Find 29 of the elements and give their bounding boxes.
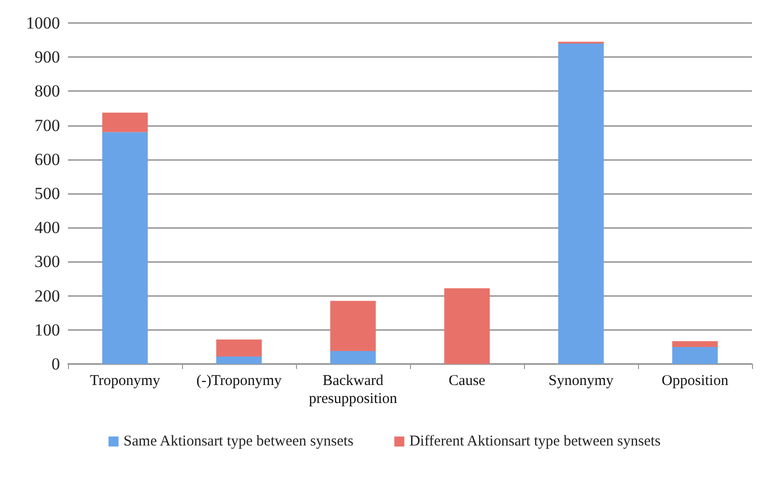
bar [558, 43, 604, 364]
y-tick-label: 800 [34, 82, 60, 101]
x-tick-label: Synonymy [548, 373, 614, 389]
bar [330, 351, 376, 364]
y-tick-label: 500 [34, 184, 60, 203]
y-tick-label: 900 [34, 48, 60, 67]
x-tick-label: (-)Troponymy [196, 373, 282, 389]
bar [216, 339, 262, 356]
x-tick-label: Backward presupposition [308, 373, 398, 407]
bar [102, 132, 148, 364]
y-tick-label: 600 [34, 150, 60, 169]
bar [672, 341, 718, 347]
bar [102, 112, 148, 132]
y-tick-label: 700 [34, 116, 60, 135]
bar [216, 356, 262, 364]
x-tick-label: Troponymy [90, 373, 161, 389]
y-tick-label: 400 [34, 218, 60, 238]
y-tick-label: 200 [34, 286, 60, 306]
y-tick-label: 1000 [26, 14, 60, 32]
y-tick-label: 100 [34, 320, 60, 340]
bar [672, 346, 718, 364]
legend-label: Different Aktionsart type between synsets [409, 434, 661, 450]
x-tick-label: Cause [448, 373, 486, 389]
legend-label: Same Aktionsart type between synsets [124, 434, 354, 450]
y-tick-label: 300 [34, 252, 60, 272]
bar [444, 288, 490, 364]
y-tick-label: 0 [52, 354, 60, 374]
bar [330, 300, 376, 352]
x-tick-label: Opposition [662, 373, 729, 389]
